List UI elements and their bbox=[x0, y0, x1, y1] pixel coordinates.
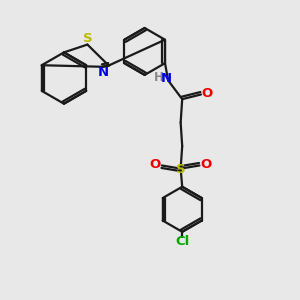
Text: O: O bbox=[201, 158, 212, 171]
Text: H: H bbox=[154, 71, 164, 84]
Text: Cl: Cl bbox=[175, 235, 189, 248]
Text: N: N bbox=[98, 66, 109, 79]
Text: O: O bbox=[149, 158, 161, 171]
Text: S: S bbox=[82, 32, 92, 45]
Text: S: S bbox=[176, 163, 185, 176]
Text: O: O bbox=[202, 87, 213, 100]
Text: N: N bbox=[161, 72, 172, 85]
